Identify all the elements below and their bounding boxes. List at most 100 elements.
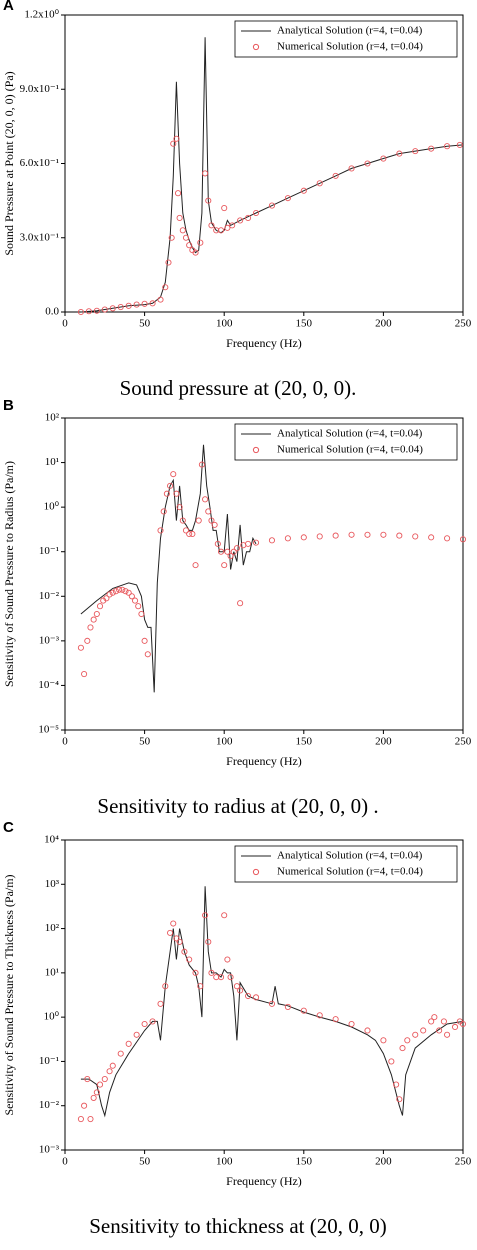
series-marker bbox=[182, 234, 190, 241]
series-marker bbox=[157, 296, 164, 303]
series-marker bbox=[186, 956, 193, 963]
series-marker bbox=[93, 610, 100, 618]
series-marker bbox=[316, 180, 323, 187]
series-marker bbox=[81, 1102, 88, 1109]
legend-box bbox=[234, 845, 458, 883]
series-marker bbox=[189, 530, 196, 538]
series-marker bbox=[237, 600, 244, 607]
series-marker bbox=[221, 562, 228, 569]
series-marker bbox=[284, 1003, 291, 1010]
legend-box bbox=[234, 20, 458, 58]
series-marker bbox=[101, 306, 108, 313]
x-axis-title: Frequency (Hz) bbox=[226, 336, 302, 350]
series-marker bbox=[119, 586, 126, 593]
series-marker bbox=[192, 249, 199, 256]
y-tick-label: 10¹ bbox=[45, 456, 59, 468]
series-marker bbox=[208, 222, 215, 229]
x-tick-label: 150 bbox=[296, 1156, 313, 1168]
series-marker bbox=[87, 1115, 94, 1123]
series-marker bbox=[192, 562, 199, 569]
series-marker bbox=[117, 303, 124, 311]
series-marker bbox=[221, 204, 228, 212]
series-marker bbox=[173, 490, 180, 497]
series-marker bbox=[90, 616, 97, 623]
series-marker bbox=[227, 974, 234, 981]
plot-frame bbox=[64, 417, 464, 731]
series-marker bbox=[170, 471, 177, 478]
series-marker bbox=[208, 517, 215, 524]
panel-label: B bbox=[3, 397, 14, 414]
series-marker bbox=[332, 172, 339, 179]
series-marker bbox=[125, 302, 132, 309]
series-marker bbox=[252, 994, 260, 1001]
series-marker bbox=[284, 535, 291, 542]
series-marker bbox=[167, 929, 174, 936]
series-marker bbox=[440, 1018, 447, 1025]
series-marker bbox=[211, 521, 218, 528]
x-tick-label: 50 bbox=[139, 1156, 151, 1168]
series-marker bbox=[224, 548, 231, 555]
x-axis-title: Frequency (Hz) bbox=[226, 1174, 302, 1188]
series-marker bbox=[103, 595, 110, 602]
y-axis-title: Sensitivity of Sound Pressure to Thickne… bbox=[2, 874, 16, 1115]
series-marker bbox=[106, 591, 113, 598]
series-line bbox=[80, 886, 464, 1118]
series-marker bbox=[245, 992, 252, 1000]
series-line bbox=[80, 444, 257, 693]
series-marker bbox=[348, 531, 355, 538]
series-marker bbox=[157, 527, 164, 534]
x-tick-label: 0 bbox=[62, 736, 68, 748]
series-marker bbox=[428, 534, 435, 541]
series-marker bbox=[186, 242, 193, 249]
series-marker bbox=[122, 588, 129, 595]
series-marker bbox=[205, 938, 212, 945]
series-line bbox=[80, 37, 464, 313]
series-marker bbox=[459, 1020, 467, 1028]
legend-label: Numerical Solution (r=4, t=0.04) bbox=[277, 41, 423, 53]
series-marker bbox=[412, 533, 419, 540]
series-marker bbox=[162, 983, 169, 990]
series-marker bbox=[444, 1031, 451, 1038]
legend-label: Analytical Solution (r=4, t=0.04) bbox=[277, 850, 423, 862]
series-marker bbox=[428, 1018, 435, 1025]
series-marker bbox=[162, 284, 169, 291]
series-marker bbox=[197, 983, 204, 990]
series-marker bbox=[77, 308, 84, 316]
x-tick-label: 100 bbox=[216, 736, 233, 748]
series-marker bbox=[186, 530, 193, 538]
series-marker bbox=[332, 1016, 339, 1023]
y-tick-label: 10² bbox=[45, 922, 60, 934]
series-marker bbox=[205, 197, 212, 204]
series-marker bbox=[197, 239, 204, 246]
plot-frame bbox=[64, 839, 464, 1151]
series-marker bbox=[229, 222, 236, 229]
series-marker bbox=[420, 1027, 427, 1034]
series-marker bbox=[208, 969, 215, 976]
series-marker bbox=[109, 1062, 116, 1069]
series-marker bbox=[431, 1014, 438, 1021]
series-marker bbox=[428, 145, 435, 152]
series-marker bbox=[179, 517, 186, 524]
series-marker bbox=[131, 597, 139, 604]
series-marker bbox=[233, 545, 240, 552]
y-tick-label: 10⁻⁵ bbox=[38, 724, 59, 736]
y-tick-label: 10⁻¹ bbox=[39, 1055, 59, 1067]
series-marker bbox=[138, 610, 145, 618]
series-marker bbox=[77, 1115, 84, 1123]
y-tick-label: 10³ bbox=[45, 878, 60, 890]
y-tick-label: 10⁻⁴ bbox=[38, 679, 59, 691]
series-marker bbox=[176, 504, 183, 511]
series-marker bbox=[160, 508, 167, 515]
series-marker bbox=[165, 259, 172, 266]
x-tick-label: 150 bbox=[296, 318, 313, 330]
y-tick-label: 10⁻² bbox=[39, 590, 60, 602]
series-marker bbox=[141, 300, 148, 307]
series-marker bbox=[396, 532, 403, 539]
series-marker bbox=[237, 217, 244, 224]
x-tick-label: 200 bbox=[375, 736, 392, 748]
y-tick-label: 6.0x10⁻¹ bbox=[20, 157, 59, 169]
y-tick-label: 9.0x10⁻¹ bbox=[20, 83, 59, 95]
series-marker bbox=[133, 1031, 140, 1038]
series-marker bbox=[412, 148, 419, 155]
